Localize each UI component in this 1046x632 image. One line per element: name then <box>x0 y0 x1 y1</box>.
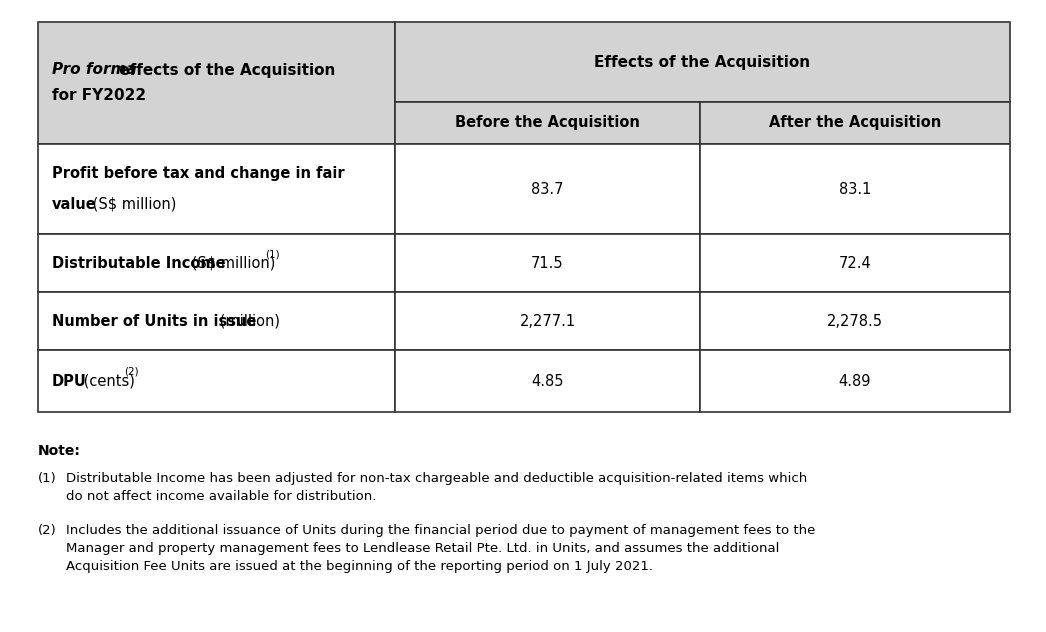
Text: (2): (2) <box>38 524 56 537</box>
Bar <box>395 292 700 350</box>
Text: 2,278.5: 2,278.5 <box>827 313 883 329</box>
Text: Includes the additional issuance of Units during the financial period due to pay: Includes the additional issuance of Unit… <box>66 524 816 537</box>
Bar <box>700 292 1010 350</box>
Bar <box>38 350 395 412</box>
Bar <box>395 350 700 412</box>
Text: 83.7: 83.7 <box>531 181 564 197</box>
Text: Note:: Note: <box>38 444 81 458</box>
Bar <box>700 102 1010 144</box>
Text: 72.4: 72.4 <box>839 255 871 270</box>
Text: (S$ million): (S$ million) <box>88 197 177 212</box>
Text: value: value <box>52 197 96 212</box>
Text: 2,277.1: 2,277.1 <box>520 313 575 329</box>
Text: 83.1: 83.1 <box>839 181 871 197</box>
Text: (cents): (cents) <box>79 374 135 389</box>
Text: Acquisition Fee Units are issued at the beginning of the reporting period on 1 J: Acquisition Fee Units are issued at the … <box>66 560 653 573</box>
Text: Manager and property management fees to Lendlease Retail Pte. Ltd. in Units, and: Manager and property management fees to … <box>66 542 779 555</box>
Text: (million): (million) <box>215 313 280 329</box>
Bar <box>395 22 1010 102</box>
Text: Number of Units in issue: Number of Units in issue <box>52 313 256 329</box>
Bar <box>700 350 1010 412</box>
Text: (S$ million): (S$ million) <box>187 255 275 270</box>
Bar <box>38 22 395 144</box>
Bar <box>38 292 395 350</box>
Bar <box>700 144 1010 234</box>
Text: 71.5: 71.5 <box>531 255 564 270</box>
Text: (2): (2) <box>124 367 139 377</box>
Bar <box>38 234 395 292</box>
Text: Effects of the Acquisition: Effects of the Acquisition <box>594 54 811 70</box>
Text: 4.89: 4.89 <box>839 374 871 389</box>
Text: 4.85: 4.85 <box>531 374 564 389</box>
Text: effects of the Acquisition: effects of the Acquisition <box>114 63 336 78</box>
Text: for FY2022: for FY2022 <box>52 88 146 104</box>
Text: DPU: DPU <box>52 374 87 389</box>
Text: do not affect income available for distribution.: do not affect income available for distr… <box>66 490 377 503</box>
Bar <box>700 234 1010 292</box>
Text: Profit before tax and change in fair: Profit before tax and change in fair <box>52 166 344 181</box>
Bar <box>395 234 700 292</box>
Text: After the Acquisition: After the Acquisition <box>769 116 941 130</box>
Bar <box>395 144 700 234</box>
Text: (1): (1) <box>265 249 279 259</box>
Text: Pro forma: Pro forma <box>52 63 137 78</box>
Text: Distributable Income has been adjusted for non-tax chargeable and deductible acq: Distributable Income has been adjusted f… <box>66 472 808 485</box>
Text: (1): (1) <box>38 472 56 485</box>
Text: Distributable Income: Distributable Income <box>52 255 226 270</box>
Bar <box>38 144 395 234</box>
Text: Before the Acquisition: Before the Acquisition <box>455 116 640 130</box>
Bar <box>395 102 700 144</box>
